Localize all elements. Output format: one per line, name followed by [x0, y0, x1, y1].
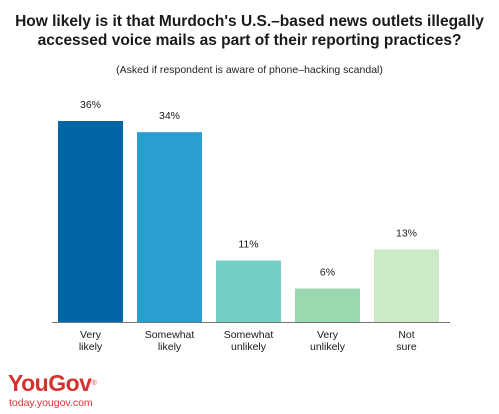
- logo-text: YouGov: [8, 370, 92, 396]
- bar-5: [374, 249, 439, 322]
- category-label-4-line-2: unlikely: [310, 341, 346, 353]
- category-label-1-line-1: Very: [80, 329, 102, 341]
- category-label-3-line-2: unlikely: [231, 341, 267, 353]
- chart-title-line-2: accessed voice mails as part of their re…: [37, 32, 462, 49]
- category-label-2-line-2: likely: [158, 341, 182, 353]
- category-label-5-line-1: Not: [398, 329, 414, 341]
- category-label-2-line-1: Somewhat: [145, 329, 195, 341]
- category-label-3-line-1: Somewhat: [224, 329, 274, 341]
- data-label-3: 11%: [238, 239, 258, 251]
- bar-2: [137, 132, 202, 322]
- data-label-5: 13%: [396, 227, 417, 239]
- data-label-2: 34%: [159, 110, 180, 122]
- bar-3: [216, 260, 281, 322]
- bar-1: [58, 121, 123, 322]
- data-label-4: 6%: [320, 267, 335, 279]
- category-label-5-line-2: sure: [396, 341, 417, 353]
- category-label-4-line-1: Very: [317, 329, 339, 341]
- chart-subtitle: (Asked if respondent is aware of phone–h…: [116, 64, 383, 76]
- bar-4: [295, 288, 360, 322]
- data-label-1: 36%: [80, 99, 101, 111]
- category-label-1-line-2: likely: [79, 341, 103, 353]
- yougov-logo: YouGov®: [8, 370, 97, 396]
- source-url: today.yougov.com: [9, 397, 93, 409]
- chart-title-line-1: How likely is it that Murdoch's U.S.–bas…: [15, 13, 484, 30]
- chart-title: How likely is it that Murdoch's U.S.–bas…: [0, 12, 499, 50]
- trademark-symbol: ®: [91, 380, 97, 387]
